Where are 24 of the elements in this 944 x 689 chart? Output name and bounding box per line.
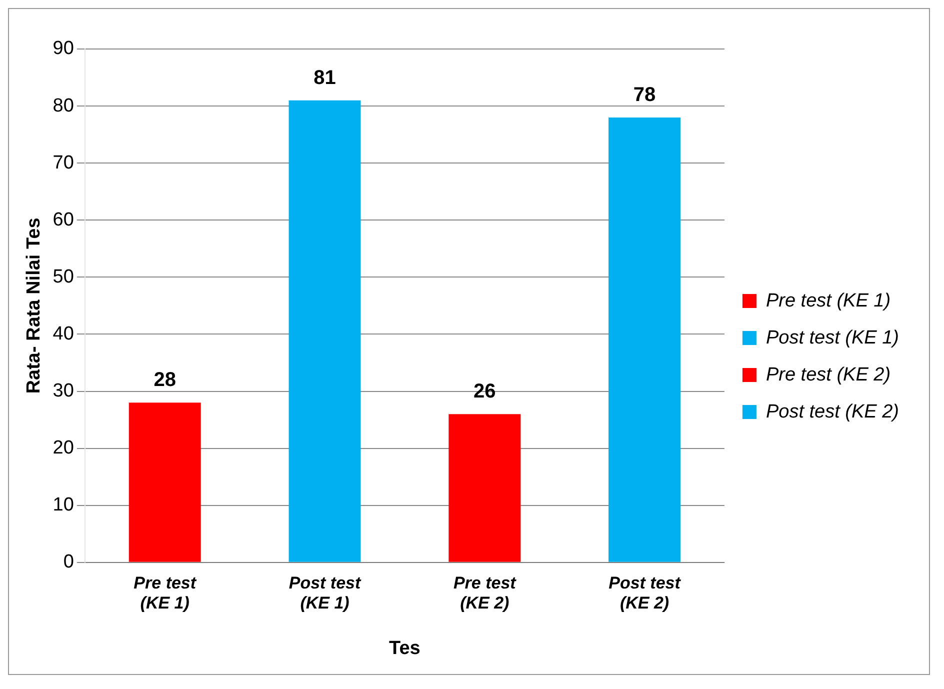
legend-label: Pre test (KE 1) (766, 290, 891, 312)
x-axis-title: Tes (389, 638, 420, 659)
legend-label: Post test (KE 1) (766, 327, 899, 348)
y-tick-label: 0 (63, 552, 74, 573)
data-label: 26 (474, 380, 496, 403)
y-tick-label: 40 (52, 323, 74, 344)
x-tick-label: Pre test (KE 2) (453, 573, 518, 613)
y-tick-label: 30 (52, 380, 74, 402)
legend-label: Post test (KE 2) (766, 401, 899, 422)
y-tick-label: 10 (52, 494, 74, 516)
y-tick-label: 90 (52, 38, 74, 60)
x-tick-label: Pre test (KE 1) (134, 573, 198, 613)
x-tick-label: Post test (KE 2) (608, 573, 682, 613)
legend-label: Pre test (KE 2) (766, 364, 891, 386)
data-label: 78 (633, 84, 656, 106)
data-label: 81 (314, 66, 336, 89)
y-tick-label: 60 (52, 209, 74, 230)
y-tick-label: 20 (52, 438, 74, 459)
y-tick-label: 70 (52, 152, 74, 174)
y-tick-label: 50 (52, 266, 74, 288)
y-axis-title: Rata- Rata Nilai Tes (24, 218, 45, 394)
x-tick-label: Post test (KE 1) (288, 573, 362, 613)
y-tick-label: 80 (52, 95, 74, 116)
data-label: 28 (154, 369, 176, 392)
